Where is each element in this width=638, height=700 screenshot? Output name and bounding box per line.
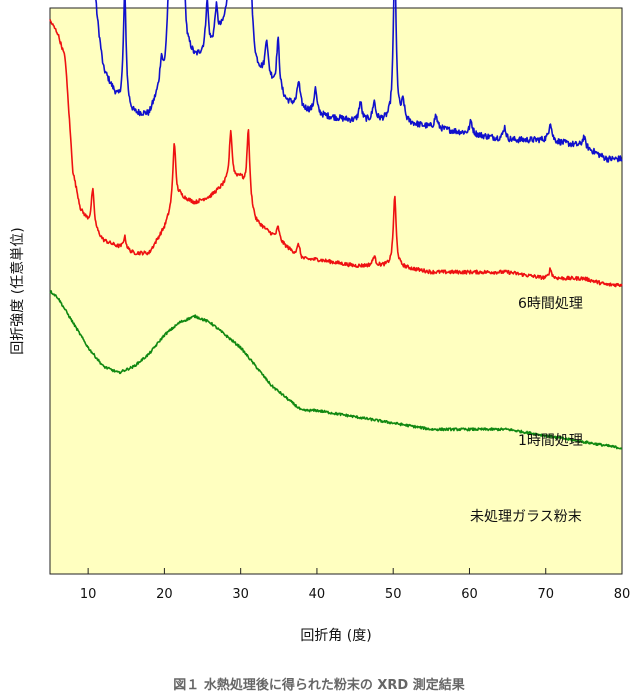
- x-axis-title: 回折角 (度): [300, 628, 371, 644]
- figure-caption: 図１ 水熱処理後に得られた粉末の XRD 測定結果: [173, 678, 465, 693]
- series-label-1h: 1時間処理: [518, 433, 583, 449]
- series-label-untreated: 未処理ガラス粉末: [470, 509, 582, 525]
- xrd-chart: 10 20 30 40 50 60 70 80 6時間処理 1時間処理 未処理ガラス粉末 回折…: [9, 0, 630, 644]
- x-axis: 10 20 30 40 50 60 70 80: [80, 568, 630, 602]
- series-1h-line: [49, 19, 623, 288]
- x-tick-label-60: 60: [461, 587, 478, 602]
- x-tick-label-10: 10: [80, 587, 97, 602]
- x-tick-label-80: 80: [614, 587, 631, 602]
- x-tick-label-70: 70: [537, 587, 554, 602]
- series-layer: [49, 0, 623, 450]
- series-untreated-line: [49, 290, 623, 450]
- x-tick-label-20: 20: [156, 587, 173, 602]
- series-label-6h: 6時間処理: [518, 296, 583, 312]
- plot-area: [49, 7, 623, 575]
- y-axis-title: 回折強度 (任意単位): [9, 227, 26, 354]
- x-tick-label-30: 30: [232, 587, 249, 602]
- series-labels: 6時間処理 1時間処理 未処理ガラス粉末: [470, 296, 583, 525]
- x-tick-label-40: 40: [309, 587, 326, 602]
- x-tick-label-50: 50: [385, 587, 402, 602]
- series-6h-line: [95, 0, 623, 163]
